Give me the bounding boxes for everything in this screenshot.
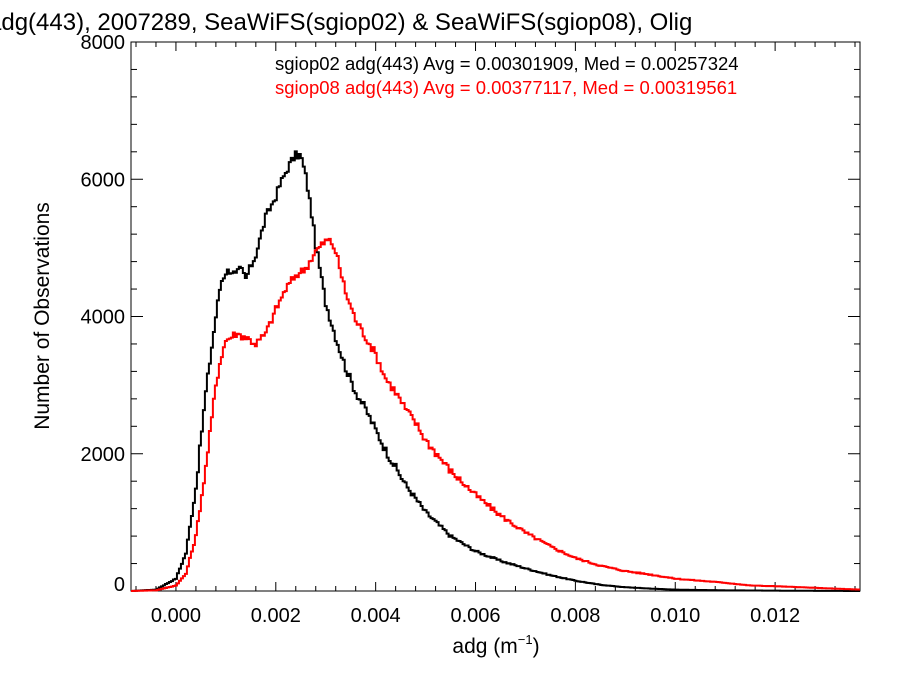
x-tick-label: 0.006	[450, 605, 500, 627]
series-line-sgiop08	[131, 237, 860, 592]
x-tick-label: 0.002	[251, 605, 301, 627]
chart-title: adg(443), 2007289, SeaWiFS(sgiop02) & Se…	[0, 9, 692, 36]
x-tick-label: 0.008	[550, 605, 600, 627]
y-tick-label: 8000	[81, 32, 126, 54]
y-tick-label: 0	[114, 574, 125, 596]
series-layer	[131, 150, 860, 592]
legend-entry-sgiop08: sgiop08 adg(443) Avg = 0.00377117, Med =…	[275, 77, 737, 98]
x-tick-label: 0.012	[750, 605, 800, 627]
x-axis-label: adg (m−1)	[452, 632, 539, 658]
x-axis-label-sup: −1	[518, 632, 533, 647]
x-axis-label-end: )	[533, 635, 540, 658]
legend-entry-sgiop02: sgiop02 adg(443) Avg = 0.00301909, Med =…	[275, 53, 739, 74]
y-tick-label: 6000	[81, 169, 126, 191]
y-tick-label: 2000	[81, 444, 126, 466]
x-tick-label: 0.000	[151, 605, 201, 627]
x-tick-label: 0.010	[650, 605, 700, 627]
series-line-sgiop02	[131, 150, 860, 592]
y-axis-label: Number of Observations	[31, 202, 54, 430]
x-axis-label-base: adg (m	[452, 635, 517, 658]
x-tick-label: 0.004	[351, 605, 401, 627]
tick-labels: 0.000 0.002 0.004 0.006 0.008 0.010 0.012 0 2000…	[81, 32, 801, 627]
y-tick-label: 4000	[81, 307, 126, 329]
